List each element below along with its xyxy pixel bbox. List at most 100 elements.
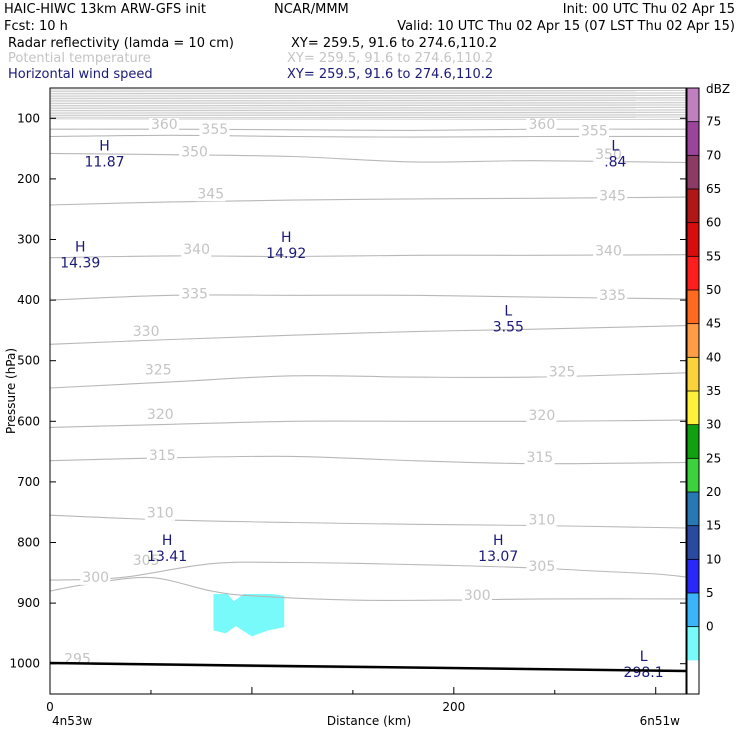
- upper-isentrope-line: [49, 115, 687, 117]
- upper-isentrope-line: [49, 96, 687, 98]
- colorbar-label: 55: [706, 249, 721, 263]
- upper-isentrope-line: [49, 98, 687, 100]
- upper-isentrope-line: [49, 108, 687, 110]
- colorbar-swatch: [687, 559, 699, 594]
- theta-contour-355: [49, 134, 687, 138]
- surface-line: [49, 661, 687, 673]
- colorbar-label: 45: [706, 317, 721, 331]
- colorbar-swatch: [687, 626, 699, 661]
- contour-label-315: 315: [149, 448, 176, 464]
- wind-extremum-type: L: [611, 139, 619, 155]
- contour-label-bg: [179, 145, 210, 160]
- y-tick-label: 600: [17, 414, 40, 428]
- wind-extremum-value: 13.07: [478, 549, 518, 565]
- colorbar-label: 75: [706, 115, 721, 129]
- colorbar-swatch: [687, 189, 699, 223]
- theta-contour-345: [49, 196, 687, 206]
- contour-label-325: 325: [145, 363, 172, 379]
- contour-label-bg: [130, 553, 161, 568]
- colorbar-swatch: [687, 424, 699, 459]
- y-axis: 100 200 300 400 500 600 700 800 900 1000: [9, 111, 686, 671]
- y-tick-label: 1000: [9, 657, 40, 671]
- y-tick-label: 500: [17, 354, 40, 368]
- wind-extremum-value: .84: [604, 155, 626, 171]
- theta-contour-335: [49, 294, 687, 301]
- contour-label-335: 335: [181, 286, 208, 302]
- contour-label-bg: [195, 187, 226, 202]
- contour-label-310: 310: [529, 512, 556, 528]
- contour-label-360: 360: [529, 117, 556, 133]
- theta-contour-300: [49, 576, 687, 601]
- colorbar-swatch: [687, 121, 699, 156]
- wind-extremum-type: L: [640, 649, 648, 665]
- colorbar-label: 60: [706, 216, 721, 230]
- plot-frame: [49, 87, 687, 695]
- theta-contours: [49, 128, 687, 672]
- contour-label-bg: [526, 559, 557, 574]
- contour-label-305: 305: [529, 559, 556, 575]
- wind-extremum-value: 3.55: [493, 319, 524, 335]
- colorbar-swatch: [687, 357, 699, 392]
- contour-label-bg: [526, 513, 557, 528]
- colorbar-swatch: [687, 290, 699, 324]
- upper-isentrope-line: [49, 89, 687, 91]
- upper-isentrope-line: [49, 91, 687, 93]
- header-org: NCAR/MMM: [274, 2, 349, 17]
- wind-extremum-value: 14.39: [60, 256, 100, 272]
- legend-xy-reflectivity: XY= 259.5, 91.6 to 274.6,110.2: [291, 36, 497, 51]
- wind-extremum-value: 11.87: [84, 155, 124, 171]
- wind-extremum-type: H: [493, 533, 504, 549]
- contour-label-300: 300: [464, 588, 491, 604]
- contour-label-bg: [144, 506, 175, 521]
- header-init: Init: 00 UTC Thu 02 Apr 15: [563, 2, 735, 17]
- colorbar-swatch: [687, 323, 699, 358]
- colorbar-swatch: [687, 222, 699, 257]
- header-fcst: Fcst: 10 h: [4, 19, 68, 34]
- theta-contour-320: [49, 419, 687, 428]
- contour-label-bg: [148, 118, 179, 133]
- contour-label-bg: [579, 124, 610, 139]
- plot-area: 360 355 350 345 340 335 330 325 320 315 310 305 300 2…: [49, 87, 687, 695]
- theta-contour-330: [49, 325, 687, 345]
- legend-field-theta: Potential temperature: [8, 51, 151, 66]
- upper-isentrope-line: [49, 94, 687, 96]
- contour-label-350: 350: [595, 147, 622, 163]
- wind-extremum-type: H: [162, 533, 173, 549]
- wind-extrema: H11.87H14.39H14.92L3.55L.84H13.41H13.07L…: [60, 139, 663, 681]
- theta-contour-350: [49, 152, 687, 164]
- contour-label-320: 320: [529, 408, 556, 424]
- top-isentrope-cluster: [49, 89, 687, 120]
- wind-extremum-type: H: [75, 240, 86, 256]
- colorbar-label: 15: [706, 519, 721, 533]
- contour-label-bg: [526, 409, 557, 424]
- upper-isentrope-line: [49, 116, 687, 119]
- colorbar-swatch: [687, 458, 699, 493]
- contour-label-bg: [461, 589, 492, 604]
- header-valid: Valid: 10 UTC Thu 02 Apr 15 (07 LST Thu …: [397, 19, 735, 34]
- contour-label-bg: [593, 147, 624, 162]
- wind-extremum-value: 14.92: [266, 246, 306, 262]
- legend-field-wind: Horizontal wind speed: [8, 67, 153, 82]
- reflectivity-patch: [213, 594, 285, 637]
- colorbar-swatch: [687, 391, 699, 425]
- upper-isentrope-line: [49, 111, 687, 113]
- right-endpoint-label: 6n51w: [640, 714, 681, 728]
- theta-contour-340: [49, 254, 687, 259]
- contour-label-bg: [593, 244, 624, 259]
- contour-labels: 360 355 350 345 340 335 330 325 320 315 310 305 300 2…: [62, 117, 628, 668]
- colorbar-label: 0: [706, 620, 714, 634]
- colorbar-label: 50: [706, 283, 721, 297]
- x-tick-label: 0: [46, 700, 54, 714]
- colorbar-label: 70: [706, 148, 721, 162]
- legend-xy-wind: XY= 259.5, 91.6 to 274.6,110.2: [287, 67, 493, 82]
- colorbar-unit: dBZ: [706, 82, 730, 96]
- contour-label-bg: [597, 189, 628, 204]
- upper-isentrope-line: [49, 93, 687, 95]
- legend-xy-theta: XY= 259.5, 91.6 to 274.6,110.2: [287, 51, 493, 66]
- colorbar-swatch: [687, 256, 699, 291]
- header-model: HAIC-HIWC 13km ARW-GFS init: [4, 2, 206, 17]
- y-tick-label: 700: [17, 475, 40, 489]
- contour-label-335: 335: [599, 288, 626, 304]
- contour-label-295: 295: [64, 652, 91, 668]
